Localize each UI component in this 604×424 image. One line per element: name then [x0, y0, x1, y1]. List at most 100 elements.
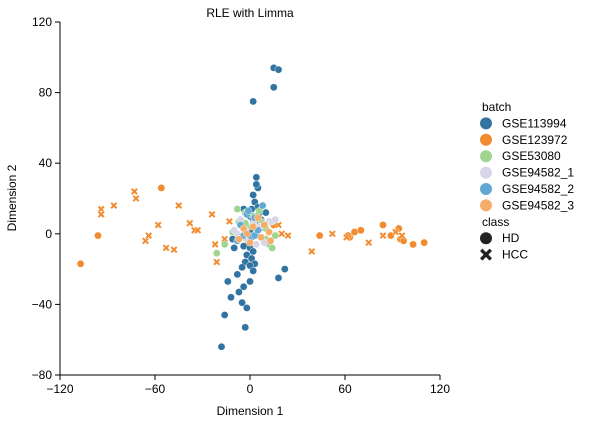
- data-point-hd: [249, 267, 257, 275]
- data-point-hcc: [193, 226, 202, 235]
- data-point-hcc: [132, 194, 140, 203]
- data-point-hcc: [364, 238, 373, 247]
- legend-label: GSE53080: [502, 149, 561, 163]
- data-point-hd: [220, 240, 229, 249]
- data-point-hd: [350, 228, 359, 236]
- x-tick-label: 120: [430, 382, 450, 396]
- y-tick-label: −80: [32, 368, 53, 382]
- data-point-hd: [252, 173, 261, 182]
- x-tick-label: 60: [338, 382, 352, 396]
- data-point-hcc: [211, 240, 220, 249]
- data-point-hd: [157, 184, 166, 192]
- data-point-hd: [230, 244, 238, 252]
- x-tick-label: −60: [145, 382, 166, 396]
- legend-swatch: [480, 166, 492, 179]
- y-tick-label: 80: [39, 86, 53, 100]
- legend-label: GSE123972: [502, 133, 568, 147]
- legend-marker-circle: [480, 232, 492, 245]
- legend-label: HD: [502, 231, 520, 245]
- data-point-hd: [235, 288, 243, 296]
- legend-label: GSE94582_3: [502, 198, 574, 212]
- data-point-hcc: [212, 258, 221, 266]
- data-point-hd: [266, 237, 275, 245]
- data-point-hcc: [130, 187, 139, 196]
- data-point-hcc: [379, 231, 387, 240]
- legend-title-batch: batch: [482, 100, 511, 114]
- data-point-hd: [246, 238, 254, 247]
- y-tick-label: 40: [39, 156, 53, 170]
- data-point-hcc: [170, 245, 178, 254]
- x-tick-label: −120: [46, 382, 73, 396]
- data-point-hcc: [284, 231, 292, 240]
- legend-swatch: [480, 117, 492, 130]
- legend-title-class: class: [482, 215, 509, 229]
- data-point-hd: [252, 240, 261, 249]
- data-point-hd: [235, 235, 243, 243]
- data-point-hd: [257, 233, 265, 242]
- data-point-hcc: [328, 229, 337, 238]
- data-point-hd: [269, 83, 278, 92]
- data-point-hd: [249, 97, 257, 106]
- data-point-hd: [252, 180, 261, 189]
- data-point-hcc: [97, 210, 106, 219]
- y-tick-label: 120: [32, 15, 52, 29]
- data-point-hcc: [307, 247, 316, 256]
- data-point-hd: [262, 208, 270, 217]
- data-point-hd: [271, 215, 280, 224]
- data-point-hd: [233, 205, 242, 213]
- data-point-hd: [265, 228, 273, 236]
- data-point-hd: [268, 244, 276, 252]
- data-point-hd: [220, 311, 229, 319]
- data-point-hd: [239, 282, 248, 291]
- data-point-hcc: [185, 219, 194, 228]
- data-point-hd: [238, 263, 246, 272]
- data-point-hd: [244, 207, 253, 215]
- data-point-hd: [217, 342, 226, 351]
- data-point-hd: [409, 240, 417, 249]
- x-axis-label: Dimension 1: [217, 404, 284, 418]
- data-point-hd: [260, 221, 269, 229]
- data-point-hd: [241, 323, 250, 332]
- data-point-hcc: [398, 231, 406, 240]
- data-point-hcc: [220, 235, 229, 243]
- legend-label: HCC: [502, 248, 528, 262]
- data-point-hcc: [225, 217, 234, 226]
- data-point-hd: [230, 226, 238, 235]
- data-point-hcc: [174, 201, 183, 210]
- data-point-hd: [249, 191, 257, 199]
- legend-swatch: [480, 150, 492, 163]
- legend-label: GSE94582_1: [502, 166, 574, 180]
- data-point-hd: [274, 65, 283, 74]
- data-point-hd: [238, 298, 246, 307]
- data-point-hd: [254, 214, 262, 222]
- plot-area: [76, 64, 428, 351]
- data-point-hd: [315, 231, 324, 240]
- legend-label: GSE94582_2: [502, 182, 574, 196]
- data-point-hcc: [162, 244, 170, 252]
- data-point-hd: [420, 238, 428, 247]
- data-point-hd: [258, 201, 267, 210]
- data-point-hd: [249, 222, 257, 231]
- legend: batch GSE113994 GSE123972 GSE53080 GSE94582_…: [480, 100, 574, 262]
- data-point-hd: [212, 249, 221, 258]
- data-point-hd: [224, 277, 232, 286]
- data-point-hcc: [208, 210, 216, 219]
- data-point-hd: [379, 221, 387, 229]
- ticks: −120 −60 0 60 120 −80 −40 0 40 80 120: [32, 15, 451, 396]
- data-point-hd: [239, 242, 248, 250]
- legend-marker-cross: [480, 248, 492, 261]
- data-point-hd: [357, 226, 365, 235]
- data-point-hcc: [109, 201, 118, 210]
- data-point-hd: [243, 229, 251, 238]
- chart-title: RLE with Limma: [206, 6, 294, 20]
- y-tick-label: 0: [45, 227, 52, 241]
- legend-label: GSE113994: [502, 116, 567, 130]
- data-point-hd: [76, 260, 85, 268]
- data-point-hcc: [154, 221, 163, 229]
- x-tick-label: 0: [247, 382, 254, 396]
- axes: [59, 22, 440, 376]
- data-point-hcc: [342, 233, 351, 242]
- data-point-hd: [249, 247, 257, 256]
- data-point-hd: [281, 265, 289, 273]
